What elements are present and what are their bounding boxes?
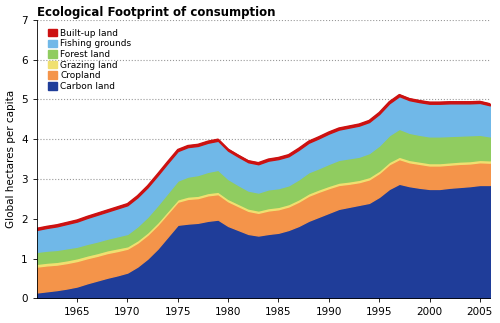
Y-axis label: Global hectares per capita: Global hectares per capita bbox=[6, 90, 16, 228]
Legend: Built-up land, Fishing grounds, Forest land, Grazing land, Cropland, Carbon land: Built-up land, Fishing grounds, Forest l… bbox=[46, 27, 133, 93]
Text: Ecological Footprint of consumption: Ecological Footprint of consumption bbox=[37, 5, 276, 18]
